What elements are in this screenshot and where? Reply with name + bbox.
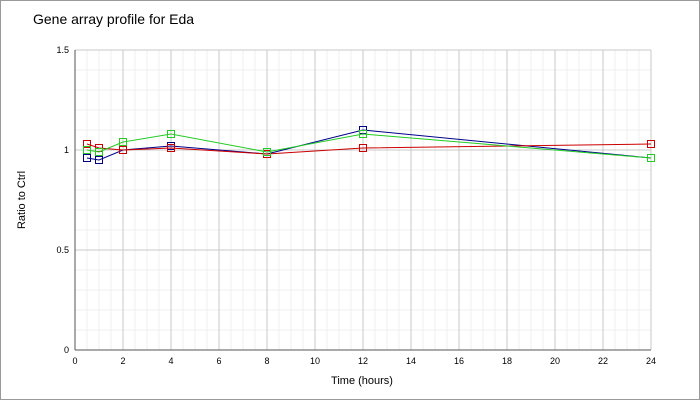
series-group	[83, 126, 655, 164]
series-2-point	[83, 140, 91, 148]
y-tick-label: 0	[64, 345, 69, 355]
series-3-point	[119, 138, 127, 146]
x-tick-label: 8	[264, 356, 269, 366]
series-2-point	[647, 140, 655, 148]
x-tick-label: 12	[358, 356, 368, 366]
axes	[74, 50, 651, 351]
series-1-point	[83, 154, 91, 162]
y-tick-labels: 0 0.5 1 1.5	[56, 45, 69, 355]
y-axis-label: Ratio to Ctrl	[16, 171, 28, 229]
x-tick-labels: 0 2 4 6 8 10 12 14 16 18 20 22 24	[72, 356, 656, 366]
series-3-point	[263, 148, 271, 156]
y-tick-label: 1	[64, 145, 69, 155]
y-tick-label: 0.5	[56, 245, 69, 255]
series-3-point	[167, 130, 175, 138]
x-tick-label: 20	[550, 356, 560, 366]
series-3-point	[83, 146, 91, 154]
x-tick-label: 6	[216, 356, 221, 366]
x-tick-label: 18	[502, 356, 512, 366]
series-2-point	[167, 144, 175, 152]
series-3-point	[647, 154, 655, 162]
series-1-point	[95, 156, 103, 164]
series-2-point	[119, 146, 127, 154]
chart-title: Gene array profile for Eda	[33, 11, 195, 27]
y-tick-label: 1.5	[56, 45, 69, 55]
series-line-3	[86, 133, 652, 159]
x-tick-label: 14	[406, 356, 416, 366]
x-tick-label: 10	[310, 356, 320, 366]
series-2-point	[359, 144, 367, 152]
series-3-point	[95, 148, 103, 156]
x-tick-label: 24	[646, 356, 656, 366]
x-tick-label: 22	[598, 356, 608, 366]
x-axis-label: Time (hours)	[331, 375, 393, 387]
x-tick-label: 0	[72, 356, 77, 366]
x-tick-label: 16	[454, 356, 464, 366]
x-tick-label: 2	[120, 356, 125, 366]
x-tick-label: 4	[168, 356, 173, 366]
series-3-point	[359, 130, 367, 138]
major-gridlines	[74, 49, 652, 351]
